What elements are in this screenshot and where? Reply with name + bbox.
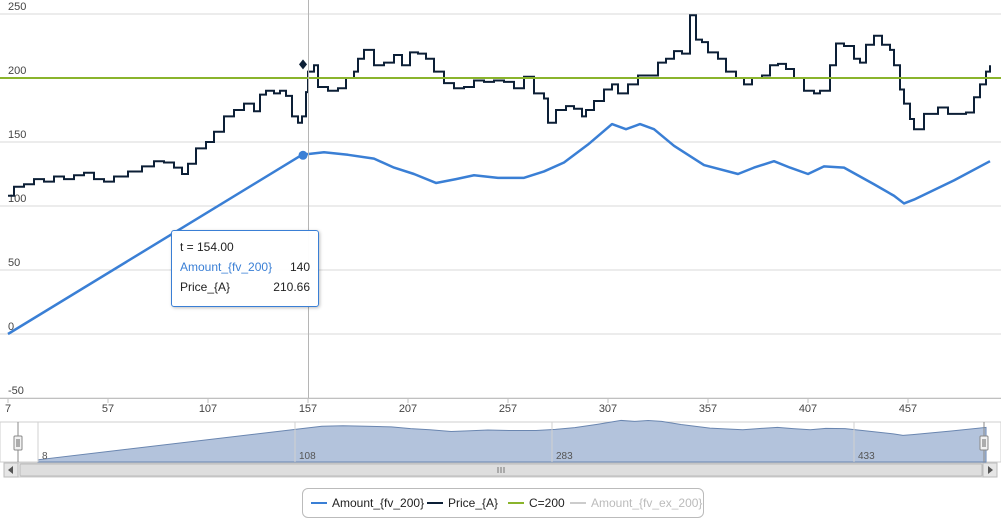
y-tick-label: 0	[8, 321, 14, 333]
scrollbar[interactable]	[3, 462, 998, 478]
navigator-tick-label: 283	[556, 451, 573, 462]
y-tick-label: -50	[8, 385, 24, 397]
navigator-tick-label: 433	[858, 451, 875, 462]
navigator[interactable]: 8 108 283 433	[0, 419, 1001, 478]
x-tick-label: 357	[699, 403, 717, 415]
x-tick-label: 457	[899, 403, 917, 415]
legend-label-amount-ex: Amount_{fv_ex_200}	[591, 496, 703, 510]
navigator-tick-label: 108	[299, 451, 316, 462]
x-tick-label: 107	[199, 403, 217, 415]
grid-lines	[0, 13, 1001, 399]
tooltip-row-amount-value: 140	[289, 260, 310, 274]
tooltip-row-amount-label: Amount_{fv_200}	[180, 260, 273, 274]
legend: Amount_{fv_200} Price_{A} C=200 Amount_{…	[302, 488, 704, 518]
y-tick-label: 150	[8, 129, 26, 141]
scroll-left-button[interactable]	[3, 462, 19, 478]
navigator-tick-label: 8	[42, 451, 48, 462]
legend-swatch-amount	[311, 501, 327, 504]
tooltip-row-amount: Amount_{fv_200} 140	[180, 259, 310, 275]
tooltip-row-price-label: Price_{A}	[180, 280, 231, 294]
marker-price	[299, 59, 307, 70]
series-line-amount	[7, 122, 991, 336]
x-tick-label: 7	[5, 403, 11, 415]
legend-swatch-price	[427, 501, 443, 504]
legend-item-price[interactable]: Price_{A}	[427, 489, 498, 517]
marker-amount	[298, 150, 308, 160]
tooltip-row-price-value: 210.66	[273, 280, 310, 294]
legend-label-amount: Amount_{fv_200}	[332, 496, 425, 510]
arrow-left-icon	[8, 466, 13, 474]
tooltip-row-price: Price_{A} 210.66	[180, 279, 310, 295]
series-line-price	[8, 14, 991, 197]
legend-label-c200: C=200	[529, 496, 565, 510]
y-tick-label: 250	[8, 1, 26, 13]
legend-swatch-c200	[508, 501, 524, 504]
x-axis-ticks: 7 57 107 157 207 257 307 357 407 457	[5, 398, 917, 415]
navigator-handle-right[interactable]	[979, 435, 989, 451]
x-tick-label: 57	[102, 403, 114, 415]
navigator-area	[37, 419, 987, 463]
scroll-right-button[interactable]	[982, 462, 998, 478]
legend-label-price: Price_{A}	[448, 496, 499, 510]
tooltip: t = 154.00 Amount_{fv_200} 140 Price_{A}…	[171, 230, 319, 307]
legend-item-amount-ex[interactable]: Amount_{fv_ex_200}	[570, 489, 702, 517]
x-tick-label: 157	[299, 403, 317, 415]
y-tick-label: 50	[8, 257, 20, 269]
navigator-handle-left[interactable]	[13, 435, 23, 451]
x-tick-label: 407	[799, 403, 817, 415]
x-tick-label: 207	[399, 403, 417, 415]
arrow-right-icon	[988, 466, 993, 474]
legend-item-c200[interactable]: C=200	[508, 489, 565, 517]
y-tick-label: 200	[8, 65, 26, 77]
legend-swatch-amount-ex	[570, 501, 586, 504]
x-tick-label: 257	[499, 403, 517, 415]
x-tick-label: 307	[599, 403, 617, 415]
plot-series	[0, 14, 1001, 336]
tooltip-title: t = 154.00	[180, 240, 234, 254]
legend-item-amount[interactable]: Amount_{fv_200}	[311, 489, 424, 517]
hover-markers	[298, 59, 308, 160]
